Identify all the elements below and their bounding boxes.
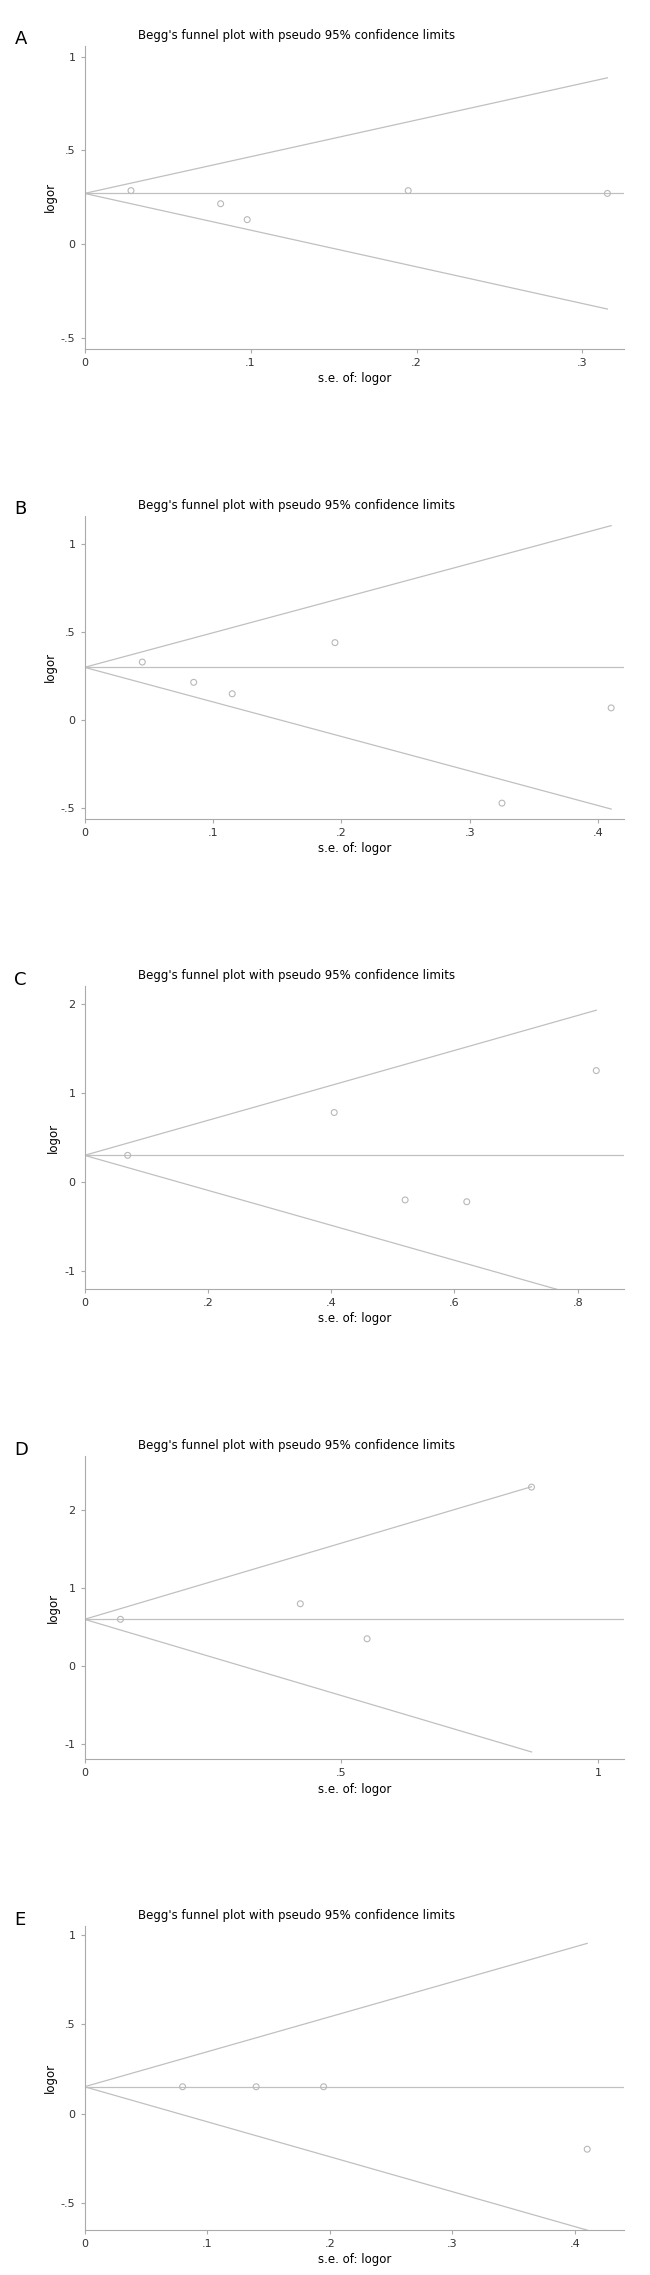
X-axis label: s.e. of: logor: s.e. of: logor [318,373,391,384]
Point [188,664,199,701]
Point [122,1138,133,1174]
Point [329,1094,339,1131]
Point [126,173,136,209]
Point [606,689,616,726]
Y-axis label: logor: logor [47,1592,60,1622]
X-axis label: s.e. of: logor: s.e. of: logor [318,1313,391,1326]
Text: Begg's funnel plot with pseudo 95% confidence limits: Begg's funnel plot with pseudo 95% confi… [138,498,456,512]
Point [582,2132,592,2168]
Point [591,1053,601,1090]
Y-axis label: logor: logor [44,182,57,212]
Point [318,2068,329,2104]
Point [227,676,237,712]
Point [295,1586,306,1622]
Y-axis label: logor: logor [44,2063,57,2093]
Y-axis label: logor: logor [47,1122,60,1153]
Point [251,2068,261,2104]
X-axis label: s.e. of: logor: s.e. of: logor [318,842,391,855]
Text: Begg's funnel plot with pseudo 95% confidence limits: Begg's funnel plot with pseudo 95% confi… [138,969,456,983]
Point [177,2068,188,2104]
Text: Begg's funnel plot with pseudo 95% confidence limits: Begg's funnel plot with pseudo 95% confi… [138,1909,456,1922]
Point [242,202,252,239]
Point [215,187,226,223]
Text: Begg's funnel plot with pseudo 95% confidence limits: Begg's funnel plot with pseudo 95% confi… [138,1440,456,1451]
Text: E: E [14,1911,25,1929]
Point [462,1183,472,1219]
Point [400,1181,410,1217]
Point [330,623,340,660]
Point [362,1620,372,1656]
Point [497,785,507,821]
Point [115,1602,125,1638]
Point [602,175,612,212]
Text: Begg's funnel plot with pseudo 95% confidence limits: Begg's funnel plot with pseudo 95% confi… [138,30,456,41]
Y-axis label: logor: logor [44,653,57,682]
Text: D: D [14,1440,28,1458]
X-axis label: s.e. of: logor: s.e. of: logor [318,1784,391,1795]
Text: B: B [14,500,27,519]
X-axis label: s.e. of: logor: s.e. of: logor [318,2252,391,2266]
Text: C: C [14,971,27,990]
Point [526,1470,537,1506]
Point [403,173,413,209]
Point [137,644,148,680]
Text: A: A [14,30,27,48]
